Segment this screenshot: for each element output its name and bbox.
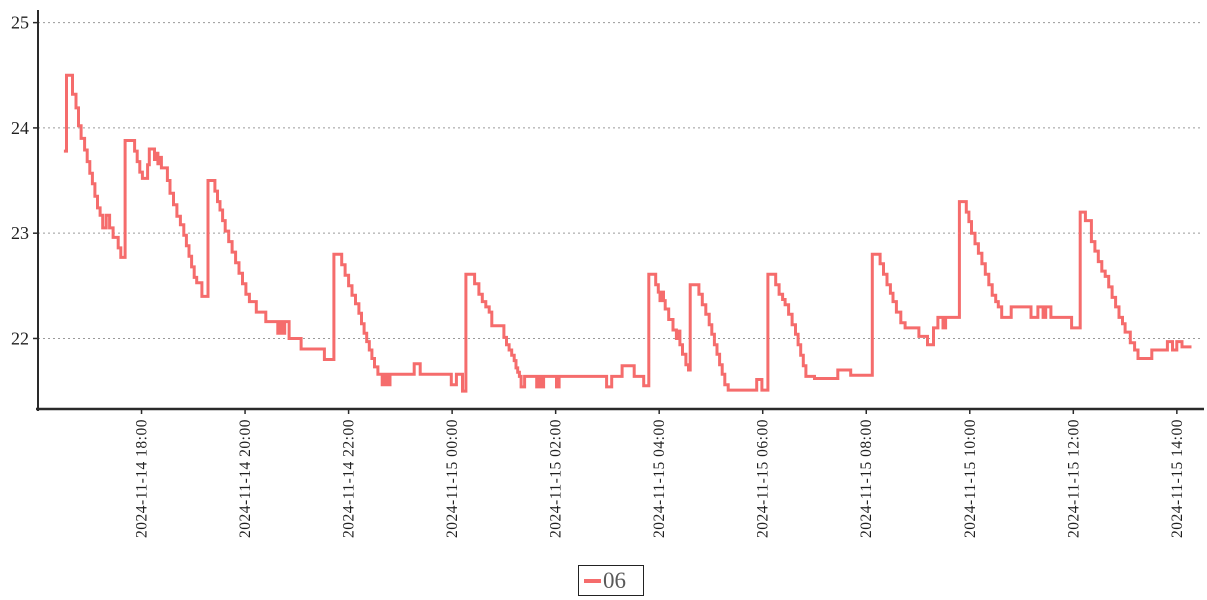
x-tick-label: 2024-11-14 18:00	[134, 419, 151, 538]
x-tick-label: 2024-11-15 04:00	[651, 419, 668, 538]
x-tick-label: 2024-11-15 14:00	[1169, 419, 1186, 538]
legend-box[interactable]: 06	[578, 565, 644, 596]
x-tick-label: 2024-11-14 22:00	[341, 419, 358, 538]
legend-series-label: 06	[603, 568, 626, 593]
x-tick-label: 2024-11-15 12:00	[1065, 419, 1082, 538]
x-tick-label: 2024-11-14 20:00	[237, 419, 254, 538]
x-tick-label: 2024-11-15 00:00	[444, 419, 461, 538]
y-tick-label: 22	[11, 328, 29, 348]
x-tick-label: 2024-11-15 08:00	[858, 419, 875, 538]
y-tick-label: 24	[11, 118, 29, 138]
x-tick-label: 2024-11-15 06:00	[755, 419, 772, 538]
x-tick-label: 2024-11-15 10:00	[962, 419, 979, 538]
y-tick-label: 25	[11, 13, 29, 33]
legend-line-swatch	[584, 578, 601, 583]
series-line-06	[63, 73, 1192, 393]
x-tick-label: 2024-11-15 02:00	[548, 419, 565, 538]
y-tick-label: 23	[11, 223, 29, 243]
